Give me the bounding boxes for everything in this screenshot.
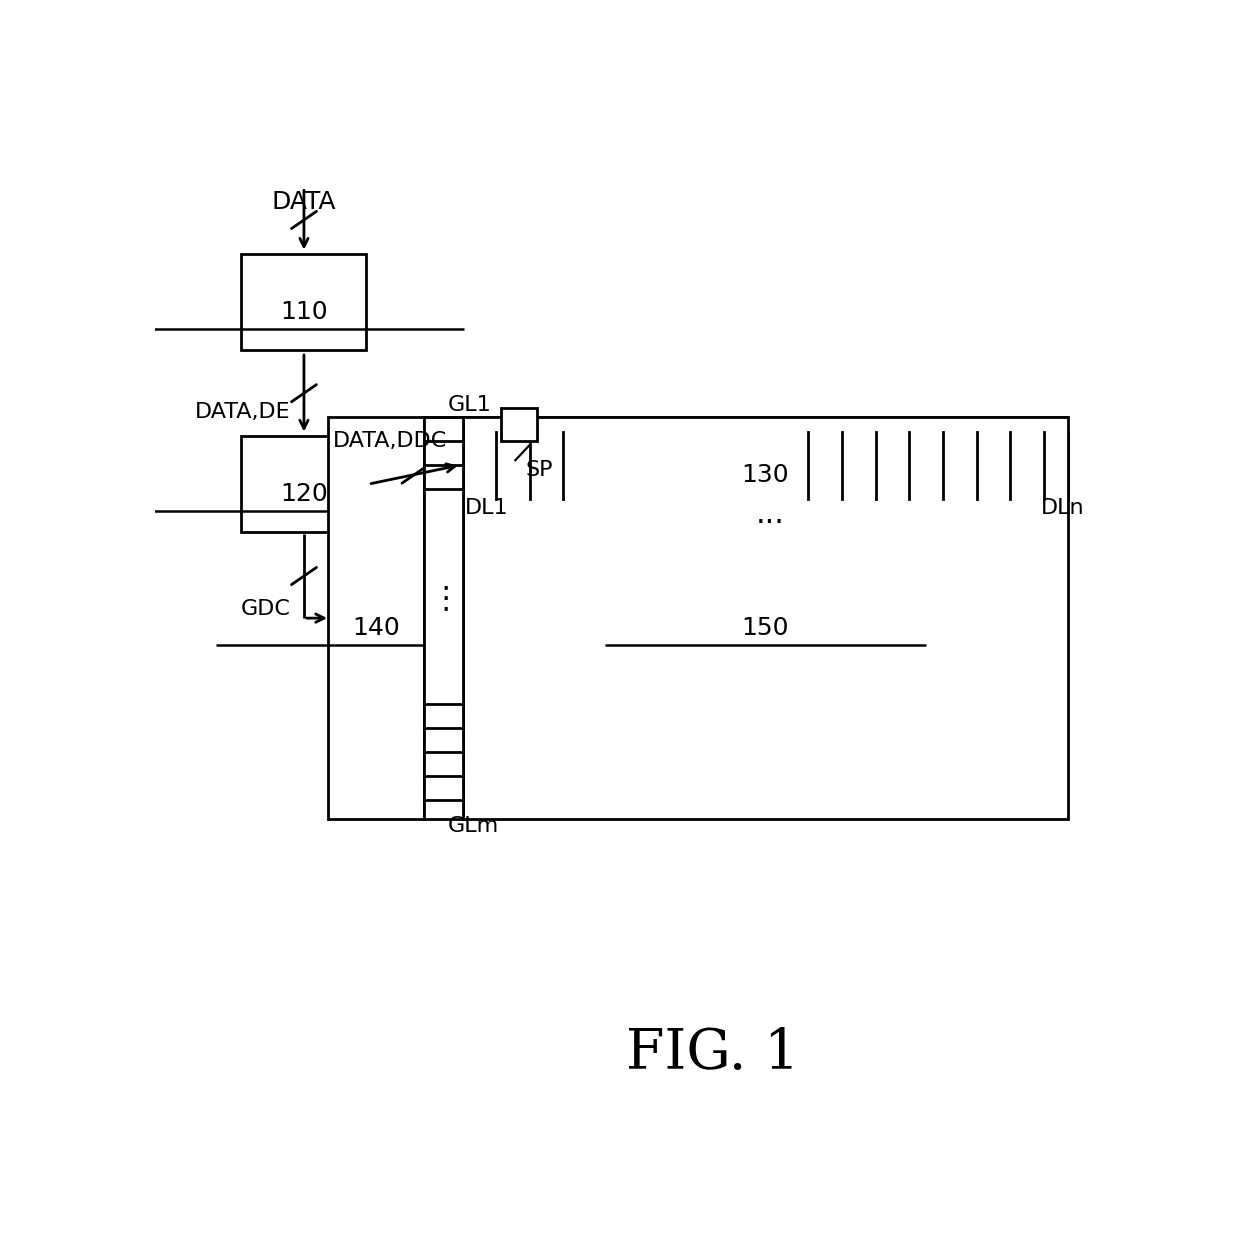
Text: DLn: DLn <box>1042 498 1085 518</box>
Bar <box>463 431 1068 498</box>
Text: ...: ... <box>755 500 785 530</box>
Text: 130: 130 <box>742 462 789 486</box>
Text: 120: 120 <box>280 482 327 506</box>
Text: 140: 140 <box>352 615 401 640</box>
Text: ⋮: ⋮ <box>430 584 460 614</box>
Text: GL1: GL1 <box>448 395 492 415</box>
Text: DATA,DE: DATA,DE <box>196 403 291 423</box>
Text: DL1: DL1 <box>465 498 508 518</box>
Text: 150: 150 <box>742 615 789 640</box>
Bar <box>327 418 424 819</box>
Bar <box>242 255 367 351</box>
Text: GDC: GDC <box>241 599 290 619</box>
Text: SP: SP <box>526 460 553 480</box>
Text: GLm: GLm <box>448 815 500 835</box>
Bar <box>501 408 537 441</box>
Text: DATA,DDC: DATA,DDC <box>334 430 448 451</box>
Text: DATA: DATA <box>272 190 336 214</box>
Text: 110: 110 <box>280 300 327 324</box>
Bar <box>424 418 463 819</box>
Text: FIG. 1: FIG. 1 <box>626 1027 799 1081</box>
Bar <box>242 436 367 532</box>
Bar <box>463 418 1068 819</box>
